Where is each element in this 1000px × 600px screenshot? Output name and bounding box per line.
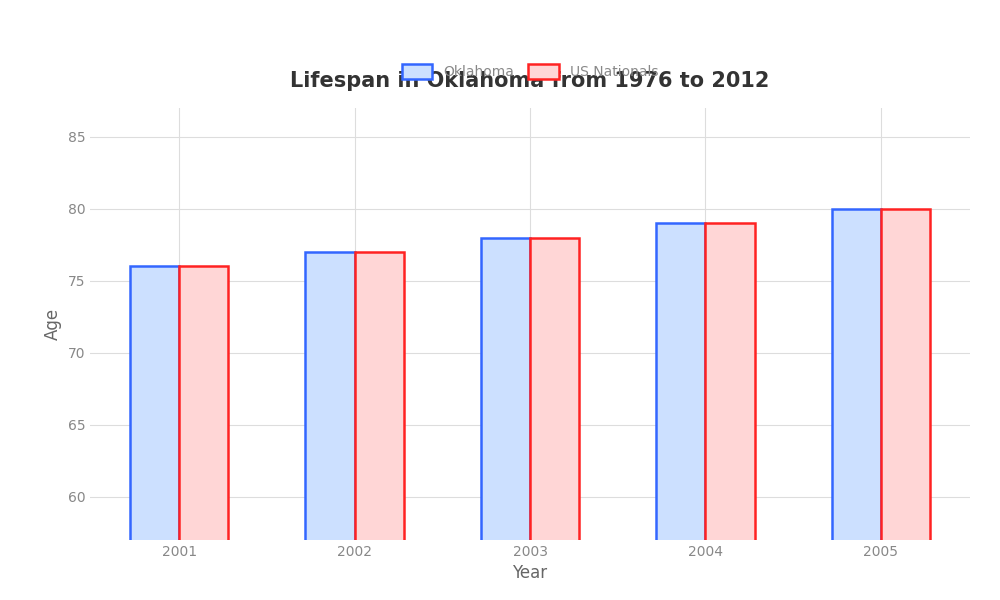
Bar (179, 266, 228, 600)
Bar (705, 223, 755, 600)
Bar (881, 209, 930, 600)
Bar (530, 238, 579, 600)
Legend: Oklahoma, US Nationals: Oklahoma, US Nationals (396, 59, 664, 85)
Bar (305, 252, 355, 600)
Bar (481, 238, 530, 600)
Bar (130, 266, 179, 600)
Bar (656, 223, 705, 600)
Bar (832, 209, 881, 600)
Bar (355, 252, 404, 600)
Y-axis label: Age: Age (44, 308, 62, 340)
Title: Lifespan in Oklahoma from 1976 to 2012: Lifespan in Oklahoma from 1976 to 2012 (290, 71, 770, 91)
X-axis label: Year: Year (512, 565, 548, 583)
